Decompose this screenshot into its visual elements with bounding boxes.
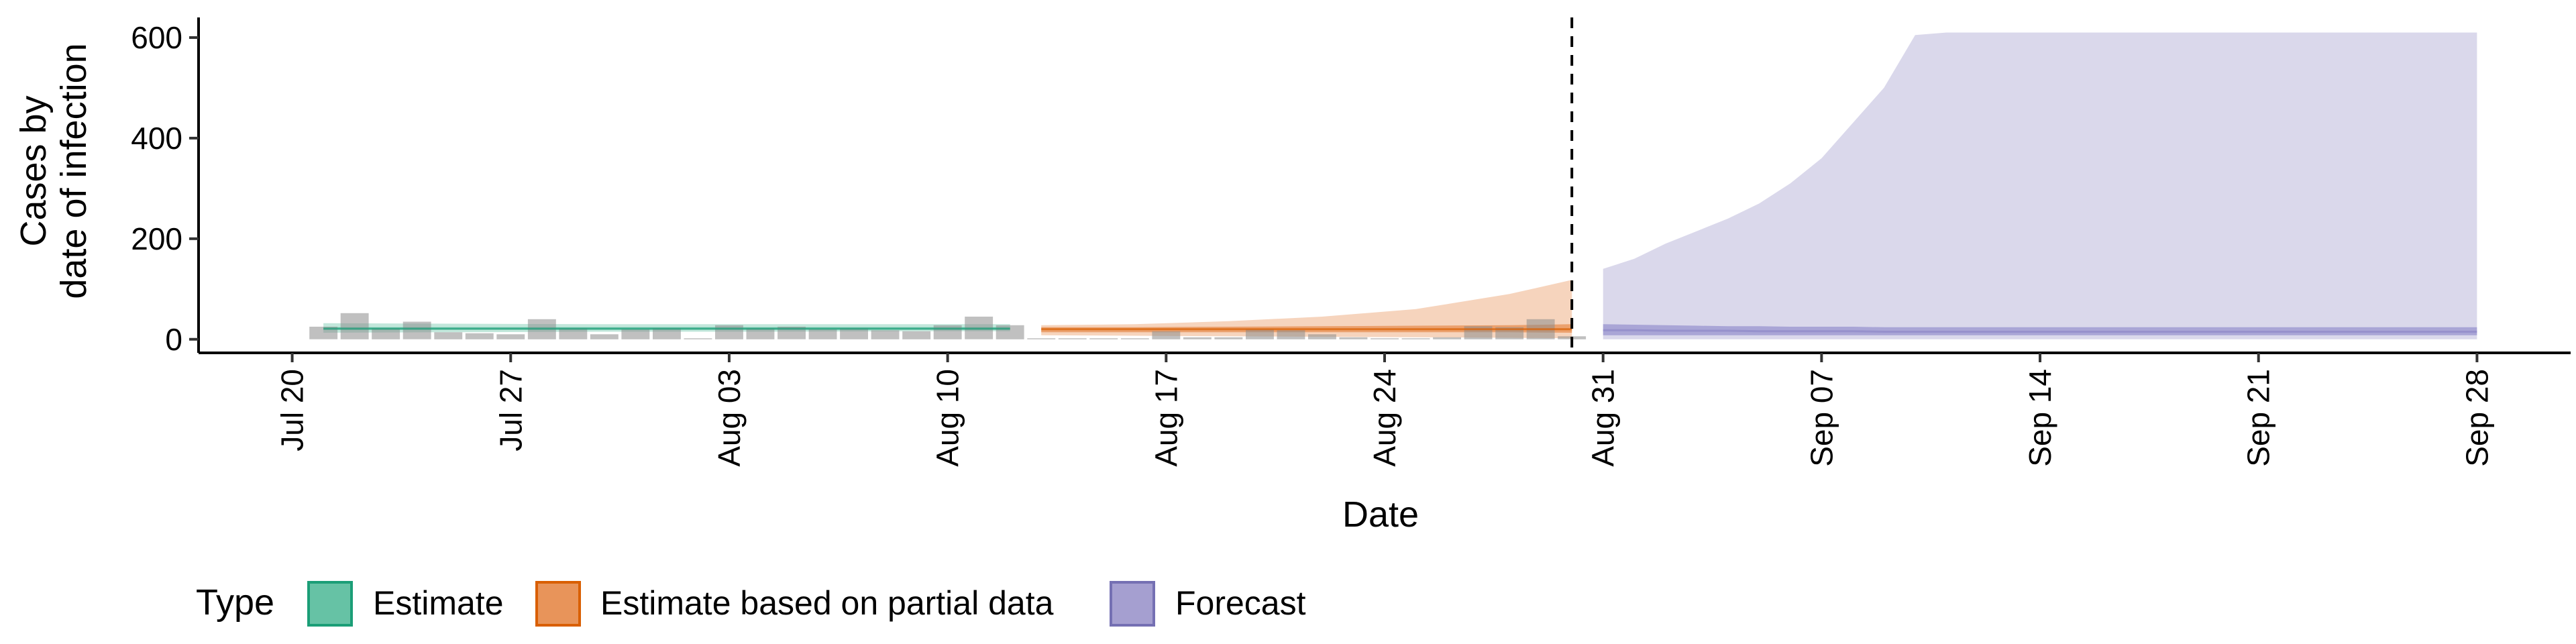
legend-swatch-estimate [307, 581, 353, 627]
x-tick-label: Sep 21 [2241, 369, 2276, 467]
observed-case-bar [1464, 326, 1493, 339]
x-tick-label: Aug 03 [712, 369, 747, 467]
y-tick-label: 600 [131, 20, 182, 55]
observed-case-bar [1308, 334, 1336, 339]
y-tick-label: 400 [131, 121, 182, 156]
y-tick-label: 0 [165, 322, 182, 357]
observed-case-bar [933, 325, 962, 339]
observed-case-bar [808, 329, 837, 339]
observed-case-bar [590, 334, 619, 339]
legend-label-partial: Estimate based on partial data [600, 584, 1054, 622]
observed-case-bar [684, 338, 712, 339]
y-axis-label-line2: date of infection [54, 43, 94, 299]
band-outer-estimate-based-on-partial-data [1041, 280, 1572, 339]
x-tick-label: Sep 28 [2459, 369, 2494, 467]
x-tick-label: Jul 27 [493, 369, 528, 451]
legend-label-forecast: Forecast [1175, 584, 1306, 622]
observed-case-bar [653, 328, 681, 339]
x-axis-ticks: Jul 20 Jul 27 Aug 03 Aug 10 Aug 17 Aug 24 Aug … [275, 353, 2494, 467]
observed-case-bar [1120, 338, 1149, 339]
x-tick-label: Jul 20 [275, 369, 310, 451]
x-tick-label: Sep 07 [1804, 369, 1839, 467]
y-axis-label-line1: Cases by [13, 95, 54, 246]
y-tick-label: 200 [131, 221, 182, 256]
observed-case-bar [402, 321, 431, 339]
observed-case-bar [1371, 338, 1399, 339]
observed-case-bar [871, 330, 900, 339]
observed-case-bar [1183, 337, 1212, 339]
observed-case-bar [902, 331, 931, 339]
legend-swatch-partial [535, 581, 581, 627]
legend-label-estimate: Estimate [373, 584, 504, 622]
observed-case-bar [1246, 329, 1274, 339]
y-axis-ticks: 0 200 400 600 [131, 20, 199, 357]
confidence-bands [323, 32, 2477, 339]
x-tick-label: Aug 24 [1367, 369, 1402, 467]
observed-case-bar [465, 333, 494, 339]
x-tick-label: Aug 31 [1586, 369, 1621, 467]
observed-case-bar [559, 328, 588, 339]
observed-case-bar [840, 328, 868, 339]
x-axis-label: Date [1342, 494, 1419, 535]
legend-title: Type [196, 582, 274, 623]
observed-case-bar [746, 328, 775, 339]
x-tick-label: Aug 17 [1148, 369, 1183, 467]
observed-case-bar [1214, 337, 1243, 339]
observed-case-bar [621, 329, 650, 339]
legend: Type Estimate Estimate based on partial … [196, 581, 1306, 627]
observed-case-bar [1433, 337, 1461, 339]
observed-case-bar [715, 325, 743, 339]
observed-case-bar [1277, 330, 1305, 339]
observed-case-bar [1339, 337, 1368, 339]
legend-swatch-forecast [1110, 581, 1155, 627]
observed-case-bar [496, 334, 525, 339]
x-tick-label: Sep 14 [2023, 369, 2057, 467]
observed-case-bar [434, 332, 463, 339]
observed-case-bar [340, 313, 369, 339]
median-lines [323, 327, 2477, 333]
observed-case-bar [777, 327, 806, 339]
x-tick-label: Aug 10 [930, 369, 965, 467]
observed-case-bar [996, 325, 1024, 339]
observed-case-bar [1401, 338, 1430, 339]
observed-case-bar [1027, 338, 1056, 339]
median-line-forecast [1603, 329, 2477, 333]
observed-case-bar [372, 328, 400, 339]
observed-case-bar [1058, 338, 1087, 339]
band-outer-forecast [1603, 32, 2477, 339]
observed-case-bar [1089, 338, 1118, 339]
observed-case-bar [309, 327, 338, 339]
observed-case-bar [1152, 331, 1181, 339]
